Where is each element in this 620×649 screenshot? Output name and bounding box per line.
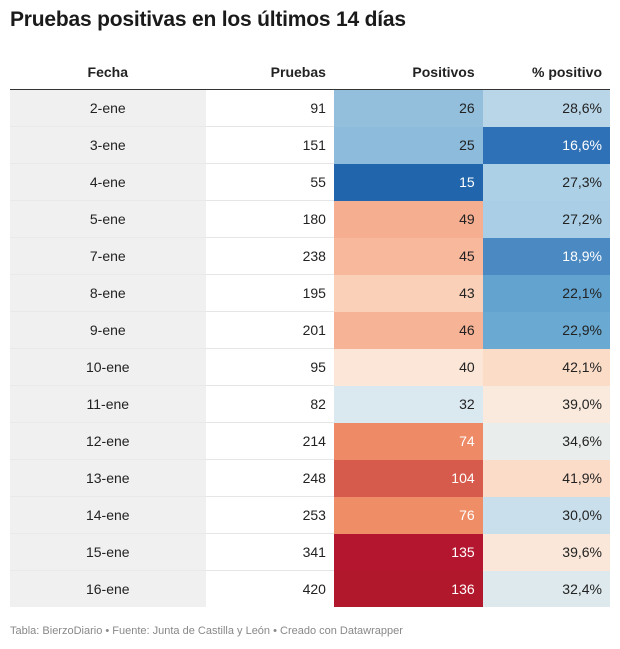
header-pct-positivo[interactable]: % positivo	[482, 54, 610, 90]
cell-fecha: 8-ene	[10, 274, 206, 312]
table-row: 15-ene 341 135 39,6%	[10, 533, 610, 571]
cell-positivos: 40	[333, 348, 483, 386]
cell-pct-positivo: 39,6%	[482, 533, 610, 571]
cell-pct-positivo: 34,6%	[482, 422, 610, 460]
cell-fecha: 16-ene	[10, 570, 206, 607]
cell-positivos: 46	[333, 311, 483, 349]
cell-pruebas: 91	[205, 89, 334, 127]
table-row: 5-ene 180 49 27,2%	[10, 200, 610, 238]
header-pruebas[interactable]: Pruebas	[205, 54, 334, 90]
cell-positivos: 43	[333, 274, 483, 312]
cell-pruebas: 82	[205, 385, 334, 423]
table-row: 2-ene 91 26 28,6%	[10, 89, 610, 127]
cell-pruebas: 55	[205, 163, 334, 201]
table-row: 12-ene 214 74 34,6%	[10, 422, 610, 460]
cell-fecha: 5-ene	[10, 200, 206, 238]
cell-pruebas: 214	[205, 422, 334, 460]
table-row: 10-ene 95 40 42,1%	[10, 348, 610, 386]
table-row: 4-ene 55 15 27,3%	[10, 163, 610, 201]
cell-positivos: 45	[333, 237, 483, 275]
cell-fecha: 12-ene	[10, 422, 206, 460]
data-table: Fecha Pruebas Positivos % positivo 2-ene…	[10, 54, 610, 607]
cell-fecha: 14-ene	[10, 496, 206, 534]
cell-positivos: 32	[333, 385, 483, 423]
cell-pct-positivo: 30,0%	[482, 496, 610, 534]
table-row: 16-ene 420 136 32,4%	[10, 570, 610, 607]
cell-pruebas: 95	[205, 348, 334, 386]
cell-pct-positivo: 41,9%	[482, 459, 610, 497]
cell-fecha: 10-ene	[10, 348, 206, 386]
cell-pct-positivo: 28,6%	[482, 89, 610, 127]
cell-pct-positivo: 16,6%	[482, 126, 610, 164]
table-row: 13-ene 248 104 41,9%	[10, 459, 610, 497]
cell-pct-positivo: 27,3%	[482, 163, 610, 201]
header-row: Fecha Pruebas Positivos % positivo	[10, 54, 610, 90]
cell-positivos: 76	[333, 496, 483, 534]
cell-fecha: 4-ene	[10, 163, 206, 201]
cell-pruebas: 420	[302, 581, 326, 597]
table-row: 14-ene 253 76 30,0%	[10, 496, 610, 534]
table-row: 11-ene 82 32 39,0%	[10, 385, 610, 423]
cell-fecha: 3-ene	[10, 126, 206, 164]
cell-positivos: 136	[333, 570, 483, 607]
cell-pruebas: 238	[205, 237, 334, 275]
cell-pct-positivo: 18,9%	[482, 237, 610, 275]
cell-pruebas: 341	[205, 533, 334, 571]
cell-pct-positivo: 42,1%	[482, 348, 610, 386]
cell-pruebas: 180	[205, 200, 334, 238]
table-row: 8-ene 195 43 22,1%	[10, 274, 610, 312]
source-footer: Tabla: BierzoDiario • Fuente: Junta de C…	[10, 625, 403, 637]
cell-pct-positivo: 32,4%	[482, 570, 610, 607]
table-row: 9-ene 201 46 22,9%	[10, 311, 610, 349]
cell-pruebas: 195	[205, 274, 334, 312]
cell-pct-positivo: 22,1%	[482, 274, 610, 312]
cell-positivos: 15	[333, 163, 483, 201]
cell-fecha: 7-ene	[10, 237, 206, 275]
header-fecha[interactable]: Fecha	[10, 54, 206, 90]
cell-fecha: 2-ene	[10, 89, 206, 127]
cell-pruebas: 253	[205, 496, 334, 534]
cell-pruebas: 201	[205, 311, 334, 349]
cell-pct-positivo: 39,0%	[482, 385, 610, 423]
cell-fecha: 11-ene	[10, 385, 206, 423]
cell-positivos: 104	[333, 459, 483, 497]
cell-fecha: 9-ene	[10, 311, 206, 349]
cell-positivos: 26	[333, 89, 483, 127]
table-body: 2-ene 91 26 28,6% 3-ene 151 25 16,6% 4-ene 55 15 27…	[10, 89, 610, 607]
table-row: 7-ene 238 45 18,9%	[10, 237, 610, 275]
cell-positivos: 135	[333, 533, 483, 571]
cell-pruebas: 151	[205, 126, 334, 164]
cell-positivos: 25	[333, 126, 483, 164]
cell-positivos: 74	[333, 422, 483, 460]
cell-fecha: 13-ene	[10, 459, 206, 497]
header-positivos[interactable]: Positivos	[333, 54, 483, 90]
cell-pct-positivo: 27,2%	[482, 200, 610, 238]
cell-pct-positivo: 22,9%	[482, 311, 610, 349]
chart-title: Pruebas positivas en los últimos 14 días	[10, 8, 406, 31]
cell-fecha: 15-ene	[10, 533, 206, 571]
cell-pruebas: 248	[205, 459, 334, 497]
cell-positivos: 49	[333, 200, 483, 238]
table-row: 3-ene 151 25 16,6%	[10, 126, 610, 164]
